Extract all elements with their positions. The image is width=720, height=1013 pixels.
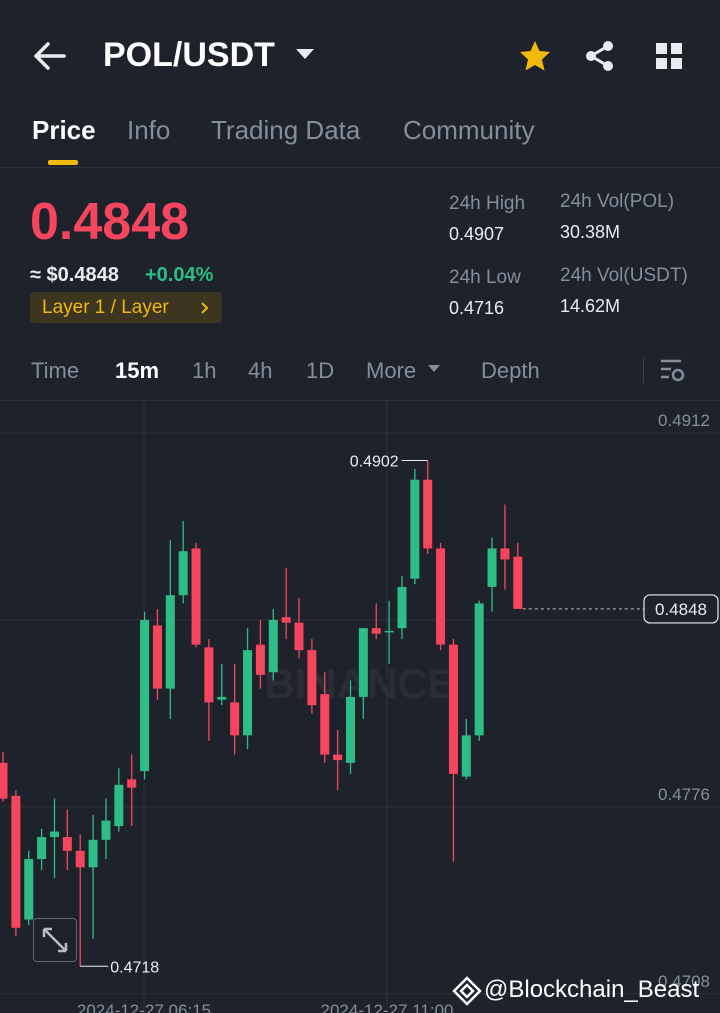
candle-body bbox=[165, 595, 175, 689]
candle-body bbox=[358, 628, 368, 697]
y-tick-label: 0.4708 bbox=[658, 972, 710, 991]
candle-body bbox=[474, 603, 484, 736]
candle-body bbox=[75, 850, 85, 868]
candle-body bbox=[24, 859, 34, 920]
divider bbox=[0, 400, 720, 401]
candle-body bbox=[230, 702, 240, 736]
stat-value: 14.62M bbox=[560, 296, 621, 316]
divider bbox=[643, 357, 644, 383]
high-label: 0.4902 bbox=[350, 453, 399, 470]
tab-indicator bbox=[48, 160, 78, 165]
interval[interactable]: Depth bbox=[481, 358, 540, 383]
expand-icon bbox=[42, 927, 68, 953]
price-box bbox=[643, 594, 719, 624]
chevron bbox=[201, 302, 209, 314]
stat-label: 24h Vol(POL) bbox=[560, 191, 675, 212]
chart-settings[interactable] bbox=[659, 357, 687, 385]
candle-body bbox=[397, 586, 407, 629]
candle-body bbox=[217, 696, 227, 700]
candle-body bbox=[371, 628, 381, 634]
candle-body bbox=[281, 617, 291, 623]
x-tick-label: 2024-12-27 06:15 bbox=[77, 1001, 211, 1013]
pair-title[interactable]: POL/USDT bbox=[103, 36, 275, 74]
candle-body bbox=[294, 622, 304, 651]
candle-body bbox=[88, 839, 98, 868]
candle-body bbox=[384, 630, 394, 633]
candle-body bbox=[345, 696, 355, 763]
divider bbox=[0, 167, 720, 168]
watermark-logo bbox=[452, 976, 482, 1006]
candle-body bbox=[37, 837, 47, 860]
low-label: 0.4718 bbox=[110, 959, 159, 976]
candle-body bbox=[140, 619, 150, 772]
candle-body bbox=[0, 762, 8, 799]
candle-body bbox=[101, 820, 111, 840]
more-caret[interactable] bbox=[427, 364, 441, 374]
candle-body bbox=[191, 548, 201, 645]
x-tick-label: 2024-12-27 11:00 bbox=[321, 1001, 454, 1013]
candle-body bbox=[49, 831, 59, 838]
price-box-label: 0.4848 bbox=[655, 600, 707, 619]
author-watermark: @Blockchain_Beast bbox=[484, 976, 700, 1003]
candle-body bbox=[461, 735, 471, 777]
tab[interactable]: Community bbox=[403, 115, 535, 145]
candle-body bbox=[152, 625, 162, 689]
tab[interactable]: Trading Data bbox=[211, 115, 361, 145]
price-change: +0.04% bbox=[145, 264, 214, 286]
tab[interactable]: Info bbox=[127, 115, 171, 145]
candle-body bbox=[11, 795, 21, 928]
candle-body bbox=[114, 784, 124, 827]
candle-body bbox=[307, 650, 317, 706]
stat-label: 24h Low bbox=[449, 267, 521, 288]
tag-label: Layer 1 / Layer bbox=[42, 297, 169, 318]
candle-body bbox=[333, 754, 343, 761]
candle-body bbox=[320, 694, 330, 755]
tag-chip[interactable]: Layer 1 / Layer bbox=[30, 292, 222, 323]
stat-value: 0.4716 bbox=[449, 298, 505, 318]
candle-body bbox=[423, 479, 433, 549]
candle-body bbox=[513, 556, 523, 609]
pair-dropdown[interactable] bbox=[294, 47, 316, 61]
interval[interactable]: 15m bbox=[115, 358, 160, 383]
last-price: 0.4848 bbox=[30, 193, 190, 251]
candle-body bbox=[127, 779, 137, 788]
candle-body bbox=[500, 548, 510, 560]
candle-body bbox=[448, 644, 458, 774]
interval[interactable]: More bbox=[366, 358, 417, 383]
candle-body bbox=[204, 647, 214, 703]
stat-label: 24h High bbox=[449, 193, 526, 214]
interval[interactable]: Time bbox=[31, 358, 80, 383]
tab[interactable]: Price bbox=[32, 115, 96, 145]
candle-body bbox=[243, 650, 253, 736]
interval[interactable]: 4h bbox=[248, 358, 273, 383]
favorite-star[interactable] bbox=[518, 39, 552, 73]
candle-body bbox=[436, 548, 446, 645]
candle-body bbox=[62, 837, 72, 851]
share-button[interactable] bbox=[583, 39, 617, 73]
y-tick-label: 0.4776 bbox=[658, 785, 710, 804]
grid-menu[interactable] bbox=[655, 42, 685, 72]
interval[interactable]: 1D bbox=[306, 358, 335, 383]
stat-label: 24h Vol(USDT) bbox=[560, 265, 688, 286]
expand-button[interactable] bbox=[33, 918, 77, 962]
stat-value: 30.38M bbox=[560, 222, 621, 242]
back-button[interactable] bbox=[30, 38, 70, 74]
candle-body bbox=[268, 619, 278, 673]
candle-body bbox=[255, 644, 265, 675]
candle-body bbox=[410, 479, 420, 579]
stat-value: 0.4907 bbox=[449, 224, 505, 244]
usd-price: ≈ $0.4848 bbox=[30, 264, 119, 286]
candle-body bbox=[178, 551, 188, 596]
y-tick-label: 0.4912 bbox=[658, 411, 710, 430]
interval[interactable]: 1h bbox=[192, 358, 217, 383]
candle-body bbox=[487, 548, 497, 587]
